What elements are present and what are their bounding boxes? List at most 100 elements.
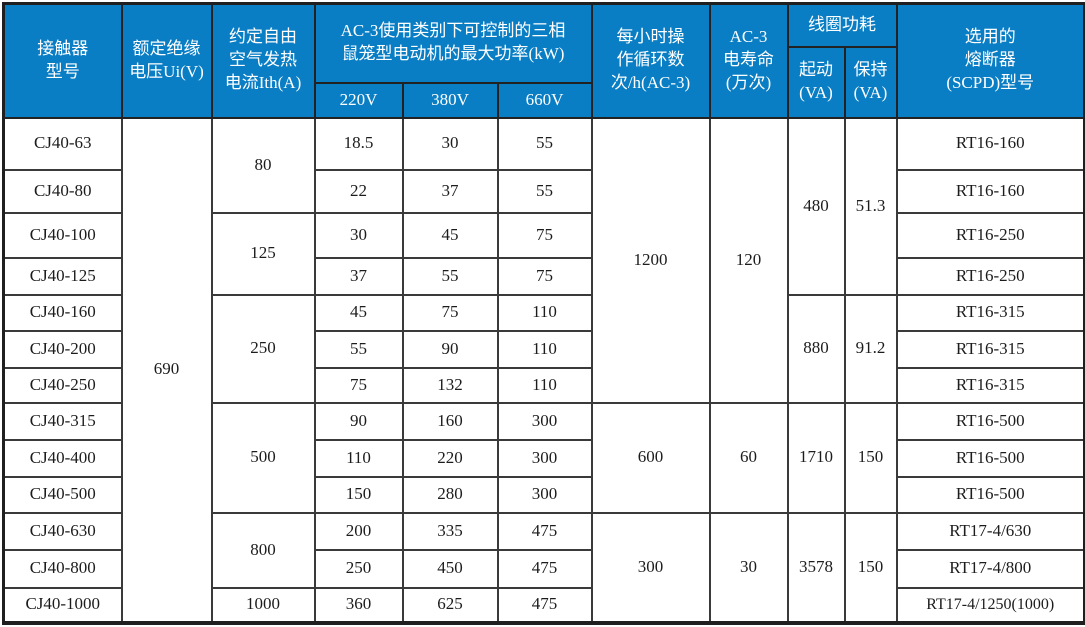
cell-kw-660: 475 <box>496 511 593 551</box>
cell-ops-per-hour: 600 <box>590 401 711 514</box>
cell-kw-660: 55 <box>496 116 593 171</box>
cell-kw-380: 55 <box>401 256 499 296</box>
cell-model: CJ40-125 <box>2 256 123 296</box>
cell-kw-660: 75 <box>496 256 593 296</box>
cell-model: CJ40-200 <box>2 329 123 369</box>
cell-thermal-current: 125 <box>210 211 316 296</box>
cell-model: CJ40-250 <box>2 366 123 404</box>
cell-model: CJ40-800 <box>2 548 123 589</box>
cell-kw-220: 55 <box>313 329 404 369</box>
cell-kw-220: 75 <box>313 366 404 404</box>
cell-kw-660: 110 <box>496 293 593 332</box>
cell-model: CJ40-500 <box>2 475 123 514</box>
table-row: CJ40-250 75 132 110 RT16-315 <box>2 366 1085 404</box>
table-row: CJ40-1000 1000 360 625 475 RT17-4/1250(1… <box>2 586 1085 624</box>
cell-fuse: RT16-160 <box>895 116 1085 171</box>
header-electrical-life: AC-3 电寿命 (万次) <box>708 2 789 119</box>
cell-fuse: RT17-4/630 <box>895 511 1085 551</box>
cell-kw-220: 45 <box>313 293 404 332</box>
cell-fuse: RT16-315 <box>895 293 1085 332</box>
cell-fuse: RT16-500 <box>895 475 1085 514</box>
cell-kw-380: 160 <box>401 401 499 441</box>
cell-thermal-current: 800 <box>210 511 316 589</box>
header-coil-hold: 保持 (VA) <box>843 45 898 119</box>
header-fuse-type: 选用的 熔断器 (SCPD)型号 <box>895 2 1085 119</box>
cell-model: CJ40-80 <box>2 168 123 214</box>
cell-kw-220: 250 <box>313 548 404 589</box>
table-row: CJ40-63 690 80 18.5 30 55 1200 120 480 5… <box>2 116 1085 624</box>
cell-coil-start: 3578 <box>786 511 846 624</box>
cell-kw-380: 45 <box>401 211 499 259</box>
cell-kw-660: 300 <box>496 401 593 441</box>
cell-kw-660: 475 <box>496 548 593 589</box>
cell-model: CJ40-400 <box>2 438 123 478</box>
table-row: CJ40-400 110 220 300 RT16-500 <box>2 438 1085 478</box>
table-header: 接触器 型号 额定绝缘 电压Ui(V) 约定自由 空气发热 电流Ith(A) A… <box>2 2 1085 119</box>
cell-kw-380: 37 <box>401 168 499 214</box>
table-body: CJ40-63 690 80 18.5 30 55 1200 120 480 5… <box>2 116 1085 624</box>
header-coil-start: 起动 (VA) <box>786 45 846 119</box>
cell-kw-220: 18.5 <box>313 116 404 171</box>
cell-kw-380: 220 <box>401 438 499 478</box>
cell-kw-380: 30 <box>401 116 499 171</box>
cell-kw-220: 150 <box>313 475 404 514</box>
table-row: CJ40-100 125 30 45 75 RT16-250 <box>2 211 1085 296</box>
cell-coil-hold: 150 <box>843 401 898 514</box>
cell-insulation-voltage: 690 <box>120 116 213 624</box>
cell-fuse: RT16-160 <box>895 168 1085 214</box>
cell-fuse: RT16-250 <box>895 256 1085 296</box>
header-thermal-current: 约定自由 空气发热 电流Ith(A) <box>210 2 316 119</box>
cell-kw-220: 30 <box>313 211 404 259</box>
header-ops-per-hour: 每小时操 作循环数 次/h(AC-3) <box>590 2 711 119</box>
cell-model: CJ40-160 <box>2 293 123 332</box>
cell-kw-660: 75 <box>496 211 593 259</box>
cell-kw-660: 475 <box>496 586 593 624</box>
table-row: CJ40-315 500 90 160 300 600 60 1710 150 … <box>2 401 1085 514</box>
cell-fuse: RT16-500 <box>895 401 1085 441</box>
cell-kw-220: 90 <box>313 401 404 441</box>
cell-model: CJ40-315 <box>2 401 123 441</box>
cell-kw-660: 300 <box>496 438 593 478</box>
cell-kw-220: 360 <box>313 586 404 624</box>
header-220v: 220V <box>313 81 404 119</box>
cell-kw-220: 22 <box>313 168 404 214</box>
cell-thermal-current: 250 <box>210 293 316 404</box>
cell-coil-start: 480 <box>786 116 846 296</box>
cell-fuse: RT17-4/1250(1000) <box>895 586 1085 624</box>
cell-thermal-current: 80 <box>210 116 316 214</box>
cell-coil-start: 880 <box>786 293 846 404</box>
cell-ops-per-hour: 1200 <box>590 116 711 404</box>
cell-thermal-current: 500 <box>210 401 316 514</box>
cell-kw-380: 450 <box>401 548 499 589</box>
header-660v: 660V <box>496 81 593 119</box>
header-kw-group: AC-3使用类别下可控制的三相 鼠笼型电动机的最大功率(kW) <box>313 2 593 84</box>
header-insulation-voltage: 额定绝缘 电压Ui(V) <box>120 2 213 119</box>
cell-fuse: RT16-315 <box>895 329 1085 369</box>
table-row: CJ40-500 150 280 300 RT16-500 <box>2 475 1085 514</box>
cell-model: CJ40-100 <box>2 211 123 259</box>
cell-electrical-life: 30 <box>708 511 789 624</box>
cell-kw-660: 110 <box>496 366 593 404</box>
cell-coil-hold: 150 <box>843 511 898 624</box>
cell-kw-220: 37 <box>313 256 404 296</box>
cell-electrical-life: 120 <box>708 116 789 404</box>
table-row: CJ40-800 250 450 475 RT17-4/800 <box>2 548 1085 589</box>
cell-electrical-life: 60 <box>708 401 789 514</box>
header-model: 接触器 型号 <box>2 2 123 119</box>
table-row: CJ40-80 22 37 55 RT16-160 <box>2 168 1085 214</box>
cell-fuse: RT16-315 <box>895 366 1085 404</box>
cell-kw-380: 280 <box>401 475 499 514</box>
cell-fuse: RT16-250 <box>895 211 1085 259</box>
cell-kw-660: 55 <box>496 168 593 214</box>
cell-fuse: RT16-500 <box>895 438 1085 478</box>
cell-kw-660: 110 <box>496 329 593 369</box>
cell-kw-220: 110 <box>313 438 404 478</box>
table-row: CJ40-630 800 200 335 475 300 30 3578 150… <box>2 511 1085 624</box>
table-row: CJ40-125 37 55 75 RT16-250 <box>2 256 1085 296</box>
cell-fuse: RT17-4/800 <box>895 548 1085 589</box>
header-380v: 380V <box>401 81 499 119</box>
cell-kw-380: 625 <box>401 586 499 624</box>
cell-kw-380: 75 <box>401 293 499 332</box>
cell-kw-380: 335 <box>401 511 499 551</box>
